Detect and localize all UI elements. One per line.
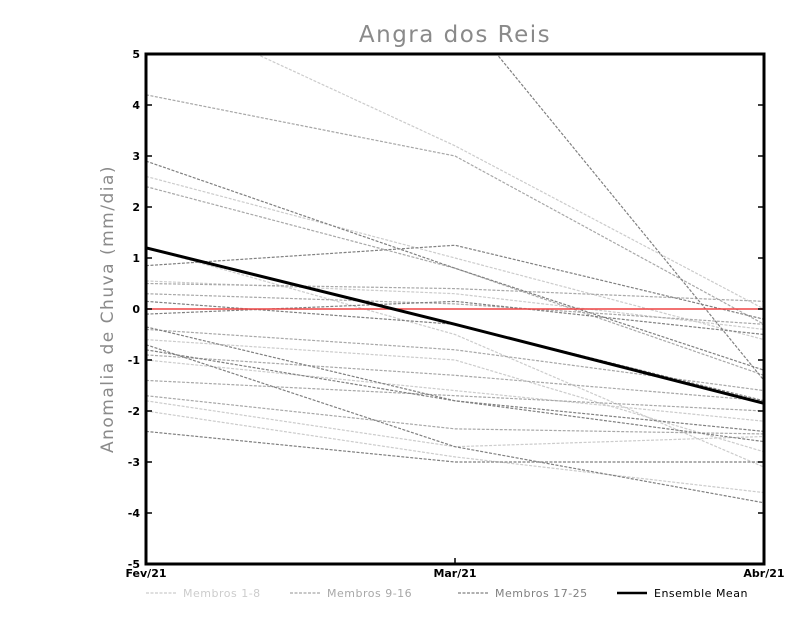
member-line-6 — [146, 410, 764, 494]
member-line-13 — [146, 328, 764, 392]
legend-label-3: Membros 17-25 — [495, 587, 588, 600]
ensemble-mean-line — [146, 246, 764, 405]
member-line-12 — [146, 293, 764, 325]
member-line-11 — [146, 282, 764, 302]
y-tick-label: 3 — [132, 150, 140, 163]
member-line-9 — [146, 94, 764, 325]
y-tick-label: -5 — [128, 558, 140, 571]
member-line-10 — [146, 186, 764, 376]
member-line-3 — [146, 280, 764, 330]
member-line-24 — [146, 300, 764, 336]
y-tick-label: 5 — [132, 48, 140, 61]
member-lines — [146, 54, 764, 504]
legend-label-1: Membros 1-8 — [183, 587, 261, 600]
member-line-2 — [146, 175, 764, 341]
member-line-20 — [146, 326, 764, 443]
x-axis: Fev/21 Mar/21 Abr/21 — [125, 558, 785, 580]
y-tick-label: 1 — [132, 252, 140, 265]
member-line-21 — [146, 349, 764, 432]
chart-title: Angra dos Reis — [359, 22, 551, 48]
ensemble-mean-group — [146, 246, 764, 405]
member-line-14 — [146, 379, 764, 412]
y-tick-label: 4 — [132, 99, 140, 112]
x-tick-label: Mar/21 — [433, 567, 476, 580]
x-tick-label: Fev/21 — [125, 567, 166, 580]
y-tick-label: -2 — [128, 405, 140, 418]
member-line-7 — [146, 400, 764, 448]
member-line-4 — [146, 339, 764, 453]
y-axis-label: Anomalia de Chuva (mm/dia) — [98, 165, 118, 453]
y-tick-label: -3 — [128, 456, 140, 469]
member-line-25 — [495, 54, 764, 381]
y-tick-label: 2 — [132, 201, 140, 214]
member-line-15 — [146, 395, 764, 435]
legend-label-4: Ensemble Mean — [654, 587, 748, 600]
y-axis: -5 -4 -3 -2 -1 0 1 2 3 4 5 — [128, 48, 764, 571]
legend: Membros 1-8 Membros 9-16 Membros 17-25 Ense… — [146, 587, 748, 600]
legend-label-2: Membros 9-16 — [327, 587, 412, 600]
member-line-22 — [146, 430, 764, 463]
member-line-19 — [146, 300, 764, 402]
y-tick-label: 0 — [132, 303, 140, 316]
x-tick-label: Abr/21 — [743, 567, 784, 580]
member-line-5 — [146, 359, 764, 422]
y-tick-label: -1 — [128, 354, 140, 367]
member-line-23 — [146, 344, 764, 504]
member-line-17 — [146, 160, 764, 371]
y-tick-label: -4 — [128, 507, 141, 520]
member-line-8 — [146, 247, 764, 468]
